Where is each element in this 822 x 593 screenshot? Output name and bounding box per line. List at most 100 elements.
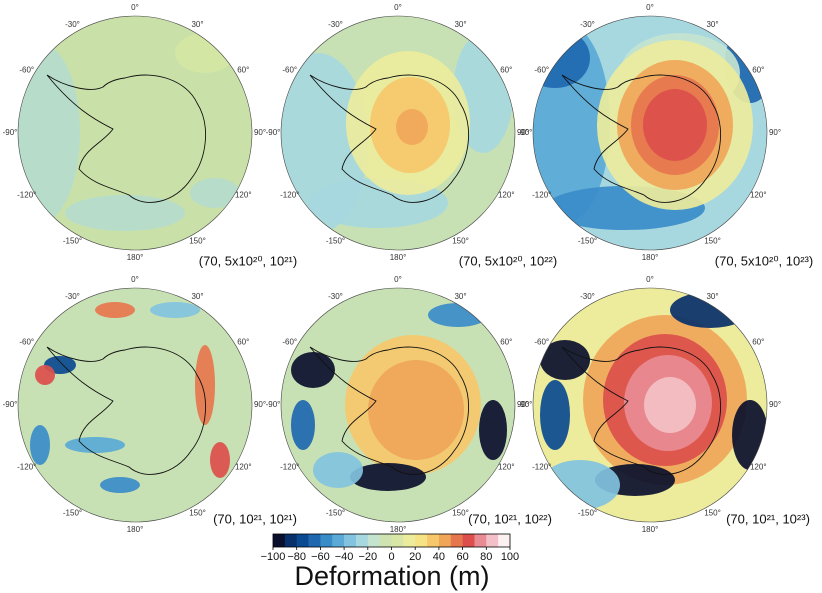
longitude-label: 180°: [390, 253, 407, 262]
field-blob: [95, 302, 135, 318]
longitude-label: -120°: [17, 463, 36, 472]
longitude-label: 90°: [769, 400, 781, 409]
colorbar-tick-label: 80: [480, 551, 492, 563]
field-blob: [520, 28, 590, 88]
longitude-label: 90°: [254, 400, 266, 409]
longitude-label: -90°: [3, 128, 18, 137]
field-blob: [644, 377, 696, 433]
field-blob: [291, 352, 335, 388]
colorbar-segment: [368, 534, 380, 547]
longitude-label: 150°: [452, 508, 469, 517]
longitude-label: -120°: [532, 191, 551, 200]
field-blob: [313, 452, 363, 488]
longitude-label: -150°: [326, 508, 345, 517]
longitude-label: 120°: [498, 463, 515, 472]
field-blob: [227, 475, 243, 495]
colorbar-tick-label: 60: [456, 551, 468, 563]
panel-label: (70, 10²¹, 10²³): [726, 511, 810, 526]
colorbar-segment: [474, 534, 486, 547]
longitude-label: 0°: [646, 275, 654, 284]
longitude-label: 60°: [500, 66, 512, 75]
panel-label: (70, 5x10²⁰, 10²³): [715, 253, 813, 268]
field-blob: [540, 460, 620, 510]
longitude-label: -60°: [282, 338, 297, 347]
field-blob: [210, 442, 230, 478]
colorbar-segment: [439, 534, 451, 547]
field-blob: [100, 477, 140, 493]
field-blob: [396, 109, 428, 145]
longitude-label: -30°: [328, 20, 343, 29]
colorbar-label: Deformation (m): [294, 561, 489, 591]
longitude-label: 60°: [237, 338, 249, 347]
longitude-label: 150°: [704, 236, 721, 245]
map-panel: [18, 288, 252, 522]
colorbar-segment: [415, 534, 427, 547]
longitude-label: -120°: [280, 191, 299, 200]
longitude-label: -30°: [328, 292, 343, 301]
map-panel: [0, 16, 252, 250]
longitude-label: -150°: [578, 236, 597, 245]
longitude-label: -90°: [3, 400, 18, 409]
field-blob: [479, 400, 507, 460]
longitude-label: 60°: [500, 338, 512, 347]
longitude-label: -150°: [326, 236, 345, 245]
field-blob: [35, 365, 55, 385]
longitude-label: 90°: [254, 128, 266, 137]
field-blob: [65, 437, 125, 453]
panel-label: (70, 5x10²⁰, 10²¹): [199, 253, 297, 268]
longitude-label: 120°: [235, 191, 252, 200]
longitude-label: -30°: [65, 292, 80, 301]
colorbar-tick-label: −60: [311, 551, 330, 563]
colorbar-tick-label: 0: [388, 551, 394, 563]
longitude-label: -90°: [266, 128, 281, 137]
colorbar-segment: [356, 534, 368, 547]
longitude-label: 30°: [191, 292, 203, 301]
longitude-label: 120°: [750, 191, 767, 200]
longitude-label: -30°: [65, 20, 80, 29]
colorbar-segment: [285, 534, 297, 547]
colorbar-segment: [344, 534, 356, 547]
colorbar-tick-label: 20: [409, 551, 421, 563]
colorbar-segment: [498, 534, 510, 547]
longitude-label: 0°: [131, 275, 139, 284]
longitude-label: 0°: [394, 3, 402, 12]
longitude-label: 60°: [752, 338, 764, 347]
longitude-label: 30°: [706, 20, 718, 29]
map-panel: [533, 288, 768, 522]
longitude-label: 60°: [752, 66, 764, 75]
colorbar-segment: [486, 534, 498, 547]
field-blob: [30, 425, 50, 465]
colorbar-segment: [427, 534, 439, 547]
longitude-label: -60°: [534, 66, 549, 75]
longitude-label: 30°: [706, 292, 718, 301]
page: Deformation (m) 0° 30° 60° 90° 120° 150° 180° -…: [0, 0, 822, 593]
longitude-label: -30°: [580, 20, 595, 29]
longitude-label: 150°: [704, 508, 721, 517]
longitude-label: -150°: [63, 508, 82, 517]
field-blob: [732, 400, 768, 470]
longitude-label: -120°: [532, 463, 551, 472]
panel-label: (70, 5x10²⁰, 10²²): [459, 253, 557, 268]
longitude-label: -30°: [580, 292, 595, 301]
longitude-label: 30°: [191, 20, 203, 29]
colorbar-segment: [320, 534, 332, 547]
colorbar-segment: [297, 534, 309, 547]
colorbar-tick-label: 40: [433, 551, 445, 563]
longitude-label: -60°: [282, 66, 297, 75]
longitude-label: -120°: [280, 463, 299, 472]
longitude-label: 120°: [750, 463, 767, 472]
longitude-label: 30°: [454, 292, 466, 301]
map-panel: [281, 288, 515, 522]
longitude-label: 120°: [235, 463, 252, 472]
colorbar-segment: [309, 534, 321, 547]
colorbar-segment: [380, 534, 392, 547]
longitude-label: 150°: [189, 236, 206, 245]
colorbar-segment: [392, 534, 404, 547]
longitude-label: 180°: [642, 253, 659, 262]
longitude-label: -90°: [518, 128, 533, 137]
longitude-label: 180°: [642, 525, 659, 534]
field-blob: [368, 360, 464, 460]
longitude-label: -90°: [266, 400, 281, 409]
longitude-label: -60°: [19, 66, 34, 75]
longitude-label: 150°: [189, 508, 206, 517]
